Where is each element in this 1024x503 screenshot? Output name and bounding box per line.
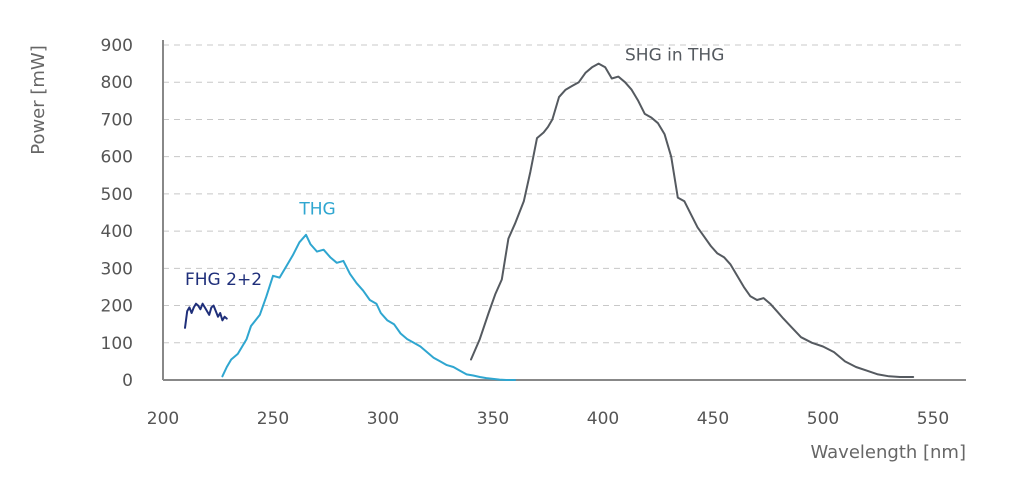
y-tick-label: 0 [122,371,133,391]
x-tick-label: 500 [807,409,839,429]
series-labels: FHG 2+2 THG SHG in THG [185,46,724,290]
axes [162,40,966,381]
x-tick-label: 550 [917,409,949,429]
y-axis-title: Power [mW] [28,45,49,155]
x-tick-label: 450 [697,409,729,429]
x-tick-label: 350 [477,409,509,429]
x-axis-title: Wavelength [nm] [811,442,967,463]
series-lines [184,62,915,381]
series-label-fhg-2-2: FHG 2+2 [185,270,262,290]
x-tick-label: 250 [257,409,289,429]
grid-lines [163,44,966,344]
y-tick-label: 900 [101,36,133,56]
x-tick-label: 400 [587,409,619,429]
x-tick-label: 200 [147,409,179,429]
y-tick-label: 600 [101,148,133,168]
y-tick-label: 200 [101,297,133,317]
series-label-shg-in-thg: SHG in THG [625,46,724,66]
series-line-fhg-2-2 [184,302,228,329]
series-line-thg [221,233,516,381]
series-line-shg-in-thg [470,62,915,378]
y-tick-label: 800 [101,73,133,93]
y-tick-label: 400 [101,222,133,242]
series-label-thg: THG [298,199,335,219]
y-tick-label: 300 [101,259,133,279]
y-tick-label: 700 [101,110,133,130]
x-tick-label: 300 [367,409,399,429]
y-tick-label: 500 [101,185,133,205]
tick-labels: 0 100 200 300 400 500 600 700 800 900 200 250 300 350… [101,36,950,429]
y-tick-label: 100 [101,334,133,354]
